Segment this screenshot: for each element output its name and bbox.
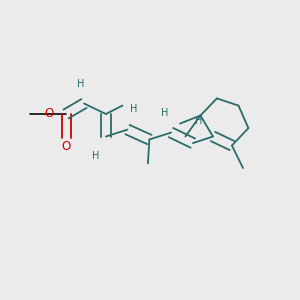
Text: O: O bbox=[44, 106, 53, 120]
Text: H: H bbox=[195, 116, 203, 127]
Text: H: H bbox=[77, 79, 84, 89]
Text: H: H bbox=[92, 151, 100, 161]
Text: H: H bbox=[161, 107, 168, 118]
Text: O: O bbox=[61, 140, 70, 154]
Text: H: H bbox=[130, 104, 137, 115]
